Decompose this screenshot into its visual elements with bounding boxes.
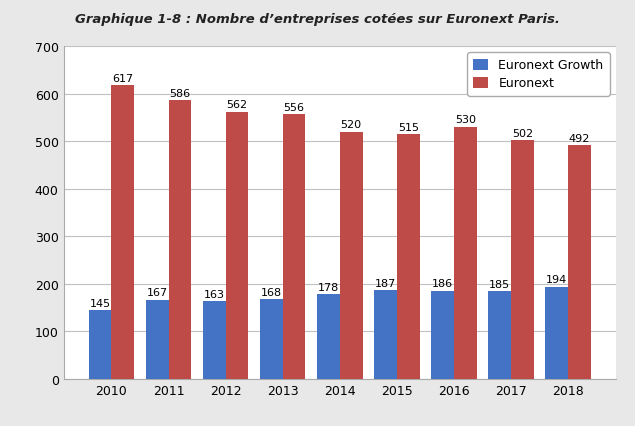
Bar (168, 101, 191, 379)
Bar (145, 300, 168, 379)
Bar (454, 127, 477, 379)
Text: 502: 502 (512, 129, 533, 138)
Text: Graphique 1-8 : Nombre d’entreprises cotées sur Euronext Paris.: Graphique 1-8 : Nombre d’entreprises cot… (75, 13, 560, 26)
Text: 515: 515 (398, 122, 418, 132)
Bar (374, 291, 397, 379)
Text: 520: 520 (340, 120, 362, 130)
Bar (111, 86, 134, 379)
Bar (568, 146, 591, 379)
Text: 145: 145 (90, 298, 110, 308)
Text: 187: 187 (375, 278, 396, 288)
Bar (260, 299, 283, 379)
Text: 492: 492 (569, 133, 590, 143)
Text: 586: 586 (170, 89, 190, 98)
Bar (431, 291, 454, 379)
Text: 167: 167 (147, 288, 168, 297)
Bar (283, 115, 305, 379)
Text: 530: 530 (455, 115, 476, 125)
Bar (488, 291, 511, 379)
Bar (203, 302, 225, 379)
Text: 185: 185 (489, 279, 510, 289)
Bar (225, 112, 248, 379)
Text: 168: 168 (261, 287, 282, 297)
Text: 178: 178 (318, 282, 339, 292)
Bar (397, 135, 420, 379)
Bar (317, 295, 340, 379)
Bar (340, 132, 363, 379)
Text: 562: 562 (227, 100, 248, 110)
Text: 617: 617 (112, 74, 133, 84)
Text: 556: 556 (284, 103, 305, 113)
Bar (89, 310, 111, 379)
Text: 163: 163 (204, 289, 225, 299)
Text: 186: 186 (432, 279, 453, 288)
Bar (545, 287, 568, 379)
Legend: Euronext Growth, Euronext: Euronext Growth, Euronext (467, 53, 610, 97)
Bar (511, 141, 534, 379)
Text: 194: 194 (546, 275, 567, 285)
